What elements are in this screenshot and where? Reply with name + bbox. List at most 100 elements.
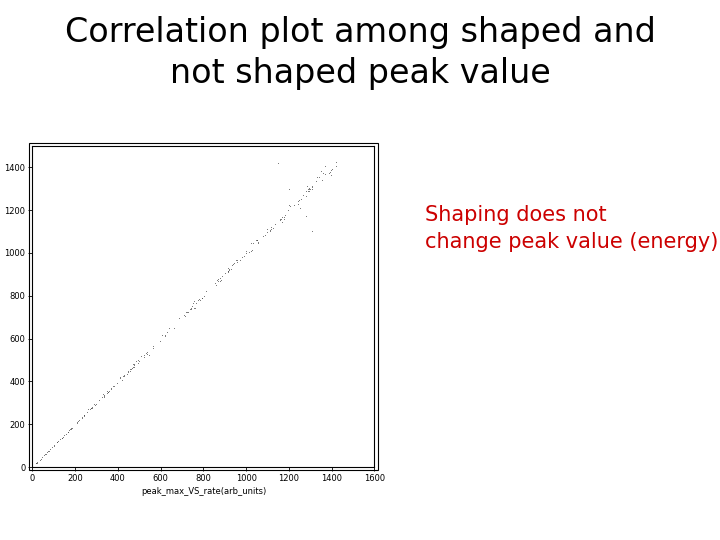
Point (223, 265, 235, 273)
Point (118, 370, 130, 379)
Point (89, 400, 101, 409)
Point (84, 404, 96, 413)
Point (138, 352, 149, 361)
Point (180, 308, 192, 317)
Point (303, 184, 315, 192)
Point (234, 255, 246, 264)
Point (52, 438, 63, 447)
Point (66, 424, 77, 433)
Point (37, 453, 48, 462)
Point (179, 310, 190, 319)
Point (192, 295, 204, 304)
Point (118, 372, 130, 381)
Point (224, 266, 235, 274)
Point (212, 276, 223, 285)
Point (261, 228, 273, 237)
Point (107, 381, 119, 390)
Point (76, 414, 88, 422)
Point (231, 258, 243, 266)
Point (266, 225, 277, 233)
Point (245, 239, 256, 247)
Point (323, 168, 335, 177)
Point (222, 264, 234, 272)
Point (294, 195, 305, 204)
Point (252, 237, 264, 246)
Point (56, 434, 68, 442)
Point (302, 182, 313, 191)
Point (116, 375, 127, 384)
Point (32, 458, 43, 467)
Point (181, 308, 192, 316)
Point (295, 194, 307, 203)
Point (82, 404, 94, 413)
Point (284, 202, 296, 211)
Point (315, 166, 327, 175)
Point (292, 197, 303, 206)
Point (265, 223, 276, 232)
Point (127, 363, 138, 372)
Point (49, 441, 60, 450)
Point (194, 295, 205, 303)
Point (288, 201, 300, 210)
Point (194, 296, 206, 305)
Point (128, 362, 140, 371)
Point (98, 393, 109, 402)
Point (38, 451, 50, 460)
Point (85, 404, 96, 413)
Point (185, 305, 197, 314)
Point (161, 328, 172, 337)
Point (210, 279, 221, 287)
Point (253, 239, 264, 247)
Point (228, 259, 240, 268)
Point (276, 218, 287, 226)
Point (124, 364, 135, 373)
Point (102, 387, 113, 395)
Point (196, 294, 207, 302)
Point (272, 159, 284, 167)
Point (267, 224, 279, 233)
Point (313, 173, 325, 181)
Point (89, 400, 100, 409)
Point (90, 400, 102, 408)
Point (251, 235, 263, 244)
Point (63, 426, 75, 435)
Point (215, 276, 226, 285)
Point (86, 404, 97, 413)
Point (34, 456, 45, 464)
Point (30, 459, 42, 468)
Point (78, 412, 89, 421)
Point (173, 314, 184, 322)
Point (78, 411, 90, 420)
Point (325, 166, 337, 174)
Point (114, 374, 126, 382)
Point (319, 170, 330, 178)
Point (102, 387, 114, 396)
Point (274, 216, 286, 225)
Point (200, 287, 212, 295)
Point (163, 323, 175, 332)
Point (316, 176, 328, 184)
Point (86, 403, 97, 411)
Point (31, 458, 42, 467)
Point (102, 388, 113, 397)
Point (132, 359, 144, 367)
Point (114, 373, 125, 382)
Point (307, 227, 318, 236)
Point (135, 352, 147, 361)
Point (112, 378, 123, 387)
Point (300, 192, 312, 200)
Point (225, 265, 237, 273)
Point (216, 272, 228, 280)
Point (143, 350, 155, 359)
Point (159, 332, 171, 341)
Point (302, 185, 314, 193)
Point (232, 256, 243, 265)
Point (226, 260, 238, 269)
Point (240, 247, 252, 256)
Point (279, 211, 290, 219)
Point (292, 199, 304, 208)
Point (189, 296, 200, 305)
Point (185, 303, 197, 312)
Point (304, 185, 315, 193)
Point (326, 165, 338, 173)
